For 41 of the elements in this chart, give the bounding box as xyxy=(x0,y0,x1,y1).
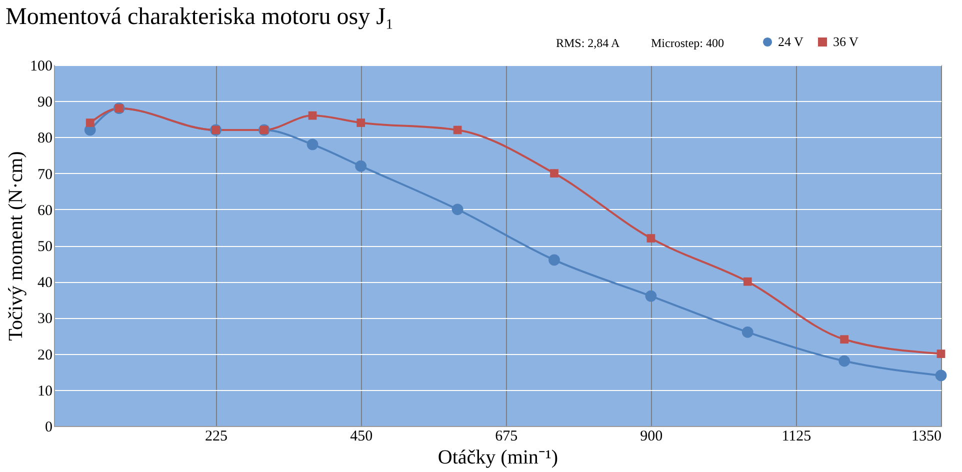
point xyxy=(306,138,318,150)
y-tick-label: 70 xyxy=(38,166,52,183)
point xyxy=(452,204,464,216)
point xyxy=(86,118,94,127)
y-tick-label: 30 xyxy=(38,311,52,328)
x-axis-title: Otáčky (min⁻¹) xyxy=(438,446,558,468)
legend-label: 36 V xyxy=(833,34,860,49)
legend-label: 24 V xyxy=(778,34,804,49)
x-tick-label: 450 xyxy=(350,428,373,444)
point xyxy=(743,277,752,286)
y-tick-label: 0 xyxy=(45,420,52,436)
point xyxy=(550,169,558,178)
point xyxy=(645,290,657,302)
y-tick-label: 20 xyxy=(38,347,52,364)
point xyxy=(935,370,947,382)
y-tick-label: 90 xyxy=(38,94,52,111)
y-tick-label: 60 xyxy=(38,202,52,219)
point xyxy=(308,111,317,120)
text: Microstep: 400 xyxy=(651,36,724,50)
chart-title: Momentová charakteriska motoru osy J₁ xyxy=(6,4,394,30)
y-tick-label: 100 xyxy=(30,58,52,74)
x-tick-label: 1350 xyxy=(912,428,942,444)
x-tick-label: 900 xyxy=(640,428,663,444)
point xyxy=(355,160,367,172)
point xyxy=(838,355,850,367)
x-tick-label: 675 xyxy=(495,428,518,444)
text: RMS: 2,84 A xyxy=(556,36,620,50)
point xyxy=(742,326,754,338)
point xyxy=(548,254,560,266)
point xyxy=(646,234,656,242)
point xyxy=(936,350,946,358)
point xyxy=(356,118,366,127)
y-axis-title: Točivý moment (N·cm) xyxy=(5,151,27,341)
y-tick-label: 10 xyxy=(38,383,52,400)
y-tick-label: 40 xyxy=(38,275,52,292)
point xyxy=(453,126,462,134)
x-tick-label: 225 xyxy=(205,428,228,444)
x-tick-label: 1125 xyxy=(782,428,812,444)
point xyxy=(840,335,848,344)
y-tick-label: 50 xyxy=(38,239,52,255)
y-tick-label: 80 xyxy=(38,130,52,147)
